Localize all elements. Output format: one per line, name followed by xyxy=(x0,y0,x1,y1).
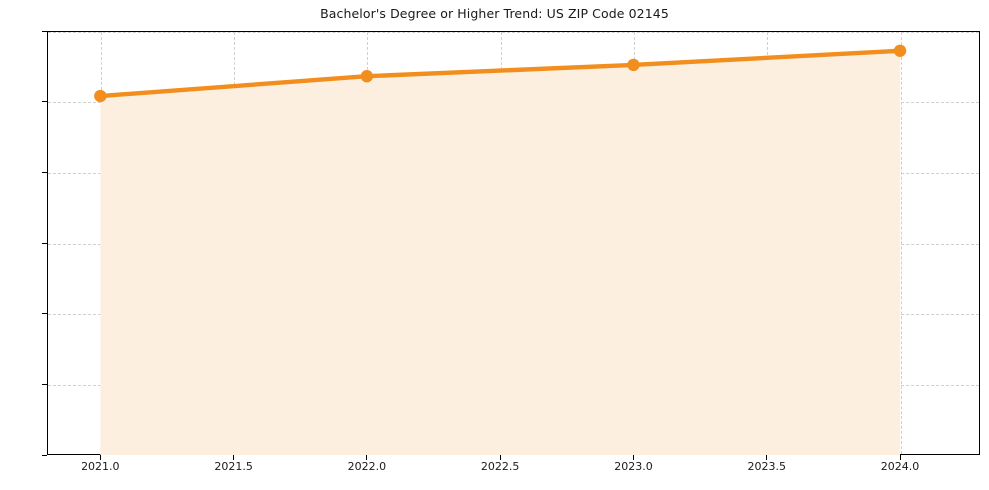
x-axis-tick-label: 2023.5 xyxy=(747,460,786,473)
gridline-vertical xyxy=(767,32,769,454)
plot-area xyxy=(47,31,980,455)
x-axis-tick-label: 2024.0 xyxy=(880,460,920,473)
gridline-vertical xyxy=(900,32,902,454)
y-axis-tick-mark xyxy=(42,383,47,385)
x-axis-tick-mark xyxy=(499,455,501,460)
plot-inner xyxy=(48,32,979,454)
x-axis-tick-label: 2023.0 xyxy=(614,460,653,473)
gridline-vertical xyxy=(367,32,369,454)
gridline-horizontal xyxy=(48,32,979,33)
y-axis-tick-mark xyxy=(42,171,47,173)
x-axis-tick-mark xyxy=(632,455,634,460)
x-axis-tick-label: 2022.0 xyxy=(347,460,387,473)
y-axis-tick-mark xyxy=(42,30,47,32)
gridline-horizontal xyxy=(48,314,979,316)
gridline-horizontal xyxy=(48,102,979,104)
y-axis-tick-mark xyxy=(42,313,47,315)
gridline-horizontal xyxy=(48,172,979,174)
x-axis-tick-mark xyxy=(233,455,235,460)
gridline-vertical xyxy=(234,32,236,454)
gridline-horizontal xyxy=(48,384,979,386)
x-axis-tick-mark xyxy=(766,455,768,460)
x-axis-tick-mark xyxy=(366,455,368,460)
y-axis-tick-mark xyxy=(42,242,47,244)
gridline-vertical xyxy=(500,32,502,454)
x-axis-tick-label: 2022.5 xyxy=(480,460,520,473)
x-axis-tick-mark xyxy=(899,455,901,460)
y-axis-tick-mark xyxy=(42,454,47,456)
chart-title: Bachelor's Degree or Higher Trend: US ZI… xyxy=(320,6,669,21)
x-axis-tick-mark xyxy=(99,455,101,460)
x-axis-tick-label: 2021.0 xyxy=(81,460,120,473)
gridline-vertical xyxy=(100,32,102,454)
y-axis-tick-mark xyxy=(42,101,47,103)
gridline-horizontal xyxy=(48,243,979,245)
x-axis-tick-label: 2021.5 xyxy=(214,460,253,473)
gridline-vertical xyxy=(633,32,635,454)
